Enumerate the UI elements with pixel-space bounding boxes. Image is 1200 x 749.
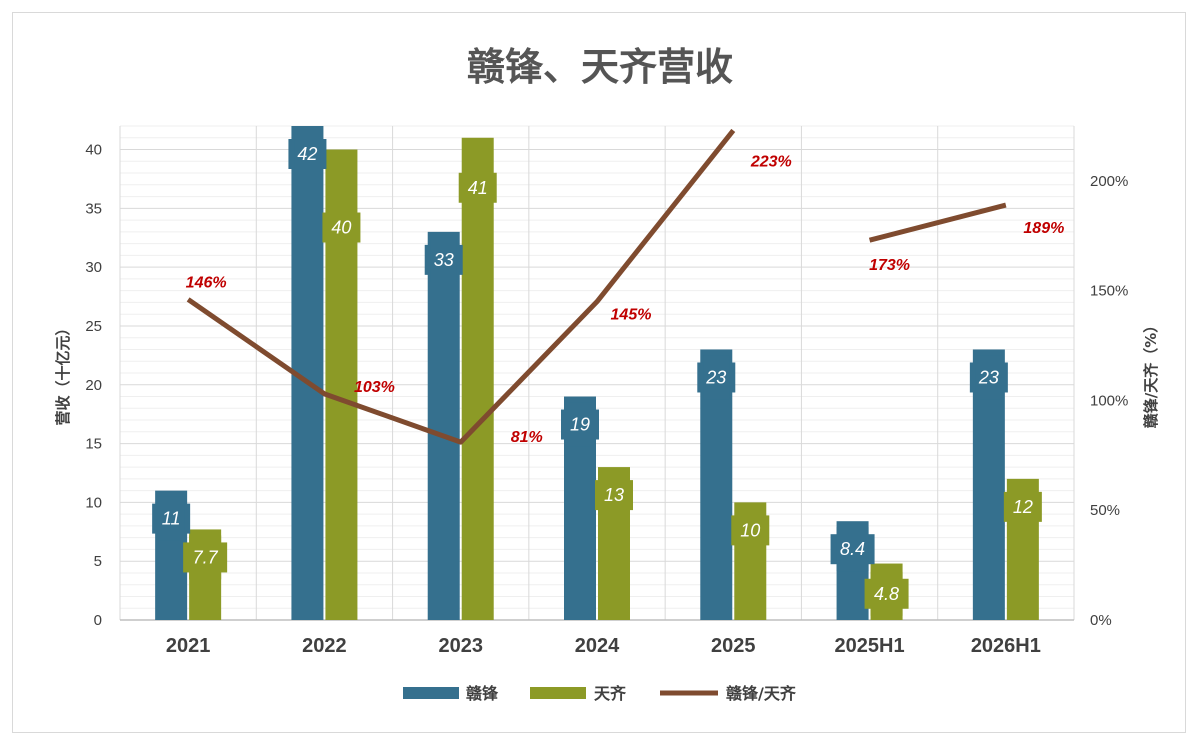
ratio-label: 146% bbox=[186, 274, 227, 291]
category-label: 2025H1 bbox=[835, 635, 905, 657]
bar-label-bg bbox=[737, 508, 764, 553]
y2-tick-label: 0% bbox=[1090, 612, 1112, 629]
ratio-label: 223% bbox=[750, 153, 792, 170]
bar-label-bg bbox=[870, 571, 903, 616]
bar-label-bg bbox=[294, 132, 321, 176]
ratio-line bbox=[186, 128, 736, 445]
bar-label-bg bbox=[703, 355, 730, 400]
y-axis-label: 营收（十亿元） bbox=[54, 320, 72, 425]
category-label: 2026H1 bbox=[971, 635, 1041, 657]
bar-value-label: 13 bbox=[604, 485, 624, 505]
bar-value-label: 4.8 bbox=[874, 584, 899, 604]
y2-axis-label: 赣锋/天齐（%） bbox=[1142, 318, 1160, 429]
y2-tick-label: 100% bbox=[1090, 392, 1128, 409]
y-tick-label: 40 bbox=[85, 142, 102, 159]
bar-data-label: 42 bbox=[288, 132, 327, 176]
legend-swatch-tianqi bbox=[530, 687, 586, 699]
y-tick-label: 25 bbox=[85, 318, 102, 335]
bar-data-label: 23 bbox=[697, 355, 736, 400]
bar-value-label: 8.4 bbox=[840, 539, 865, 559]
y-tick-label: 5 bbox=[94, 553, 102, 570]
bar-data-label: 40 bbox=[322, 205, 361, 250]
y-tick-label: 15 bbox=[85, 436, 102, 453]
bar-value-label: 40 bbox=[331, 218, 351, 238]
y2-tick-label: 50% bbox=[1090, 502, 1120, 519]
y2-tick-label: 150% bbox=[1090, 283, 1128, 300]
legend-label-ratio: 赣锋/天齐 bbox=[726, 684, 797, 703]
ratio-label: 81% bbox=[511, 429, 543, 446]
category-label: 2023 bbox=[438, 635, 483, 657]
bar-data-label: 7.7 bbox=[183, 535, 228, 580]
bar-value-label: 7.7 bbox=[193, 547, 219, 567]
bar-value-label: 19 bbox=[570, 415, 590, 435]
bar-data-label: 11 bbox=[152, 496, 191, 541]
category-label: 2022 bbox=[302, 635, 347, 657]
legend-label-tianqi: 天齐 bbox=[594, 684, 627, 703]
ratio-label: 189% bbox=[1023, 220, 1064, 237]
bar-data-label: 23 bbox=[969, 355, 1008, 400]
bar-data-label: 41 bbox=[458, 165, 497, 210]
y-tick-label: 30 bbox=[85, 259, 102, 276]
y-tick-label: 10 bbox=[85, 494, 102, 511]
y-tick-label: 0 bbox=[94, 612, 102, 629]
bar-value-label: 10 bbox=[740, 520, 760, 540]
bar-label-bg bbox=[158, 496, 185, 541]
bar-tianqi bbox=[461, 137, 494, 620]
category-label: 2021 bbox=[166, 635, 211, 657]
legend-label-ganfeng: 赣锋 bbox=[466, 684, 499, 703]
bar-label-bg bbox=[430, 237, 457, 282]
bar-value-label: 41 bbox=[468, 178, 488, 198]
bar-data-label: 8.4 bbox=[830, 527, 875, 572]
bar-value-label: 33 bbox=[434, 250, 454, 270]
legend-swatch-ganfeng bbox=[403, 687, 459, 699]
bar-label-bg bbox=[464, 165, 491, 210]
bar-label-bg bbox=[975, 355, 1002, 400]
bar-label-bg bbox=[601, 473, 627, 518]
bar-label-bg bbox=[328, 205, 355, 250]
category-label: 2024 bbox=[575, 635, 620, 657]
bar-ganfeng bbox=[427, 231, 460, 620]
bar-label-bg bbox=[567, 402, 593, 447]
bar-value-label: 42 bbox=[297, 144, 317, 164]
y2-tick-label: 200% bbox=[1090, 173, 1128, 190]
bar-data-label: 4.8 bbox=[864, 571, 909, 616]
bar-value-label: 23 bbox=[978, 367, 999, 387]
bar-label-bg bbox=[836, 527, 869, 572]
bar-data-label: 19 bbox=[561, 402, 599, 447]
ratio-label: 103% bbox=[354, 379, 395, 396]
bar-value-label: 23 bbox=[705, 367, 726, 387]
ratio-label: 173% bbox=[869, 257, 910, 274]
y-tick-label: 20 bbox=[85, 377, 102, 394]
bar-label-bg bbox=[189, 535, 222, 580]
category-label: 2025 bbox=[711, 635, 756, 657]
ratio-line bbox=[868, 202, 1007, 243]
bar-value-label: 11 bbox=[162, 509, 181, 529]
bar-label-bg bbox=[1009, 484, 1036, 529]
bar-data-label: 33 bbox=[424, 237, 463, 282]
y-tick-label: 35 bbox=[85, 200, 102, 217]
bar-data-label: 13 bbox=[595, 473, 633, 518]
chart-title: 赣锋、天齐营收 bbox=[466, 45, 733, 89]
ratio-label: 145% bbox=[611, 307, 652, 324]
bar-data-label: 12 bbox=[1003, 484, 1042, 529]
bar-value-label: 12 bbox=[1013, 497, 1033, 517]
bar-data-label: 10 bbox=[731, 508, 770, 553]
